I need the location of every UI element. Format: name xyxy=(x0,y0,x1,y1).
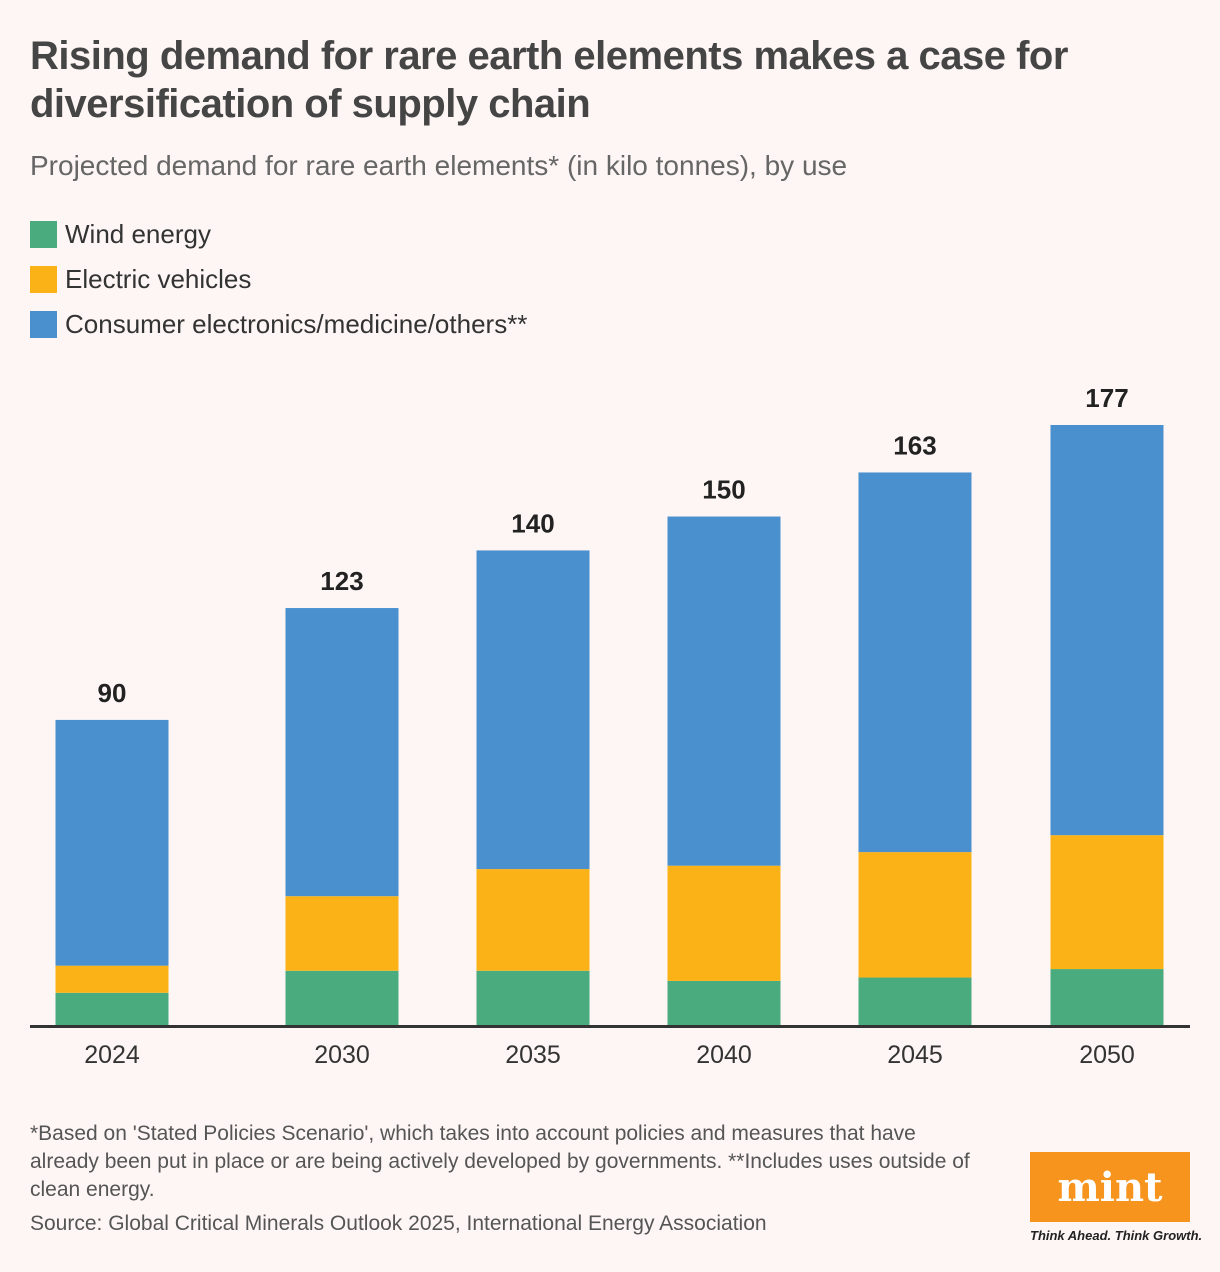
bar-segment-2035-others xyxy=(476,550,590,870)
x-tick-label-2045: 2045 xyxy=(887,1041,943,1069)
total-label-2050: 177 xyxy=(1085,383,1128,413)
legend: Wind energy Electric vehicles Consumer e… xyxy=(30,212,527,347)
x-tick-label-2050: 2050 xyxy=(1079,1041,1135,1069)
legend-swatch-wind xyxy=(30,221,57,248)
legend-label-ev: Electric vehicles xyxy=(65,264,252,294)
legend-label-wind: Wind energy xyxy=(65,219,211,249)
bar-segment-2024-ev xyxy=(55,965,169,993)
legend-item-wind: Wind energy xyxy=(30,212,527,257)
bar-segment-2035-ev xyxy=(476,869,590,971)
chart-subtitle: Projected demand for rare earth elements… xyxy=(30,150,848,181)
bar-segment-2045-wind xyxy=(858,977,972,1025)
bar-segment-2030-others xyxy=(285,608,399,897)
x-tick-label-2024: 2024 xyxy=(84,1041,140,1069)
logo-text: mint xyxy=(1057,1163,1163,1211)
x-tick-label-2035: 2035 xyxy=(505,1041,561,1069)
logo-tagline: Think Ahead. Think Growth. xyxy=(1030,1228,1203,1243)
stacked-bar-chart: 90 2024 123 2030 140 2035 150 2040 163 2045 177 205… xyxy=(30,383,1190,1069)
bar-segment-2050-others xyxy=(1050,425,1164,836)
bar-segment-2040-others xyxy=(667,516,781,866)
bar-segment-2035-wind xyxy=(476,970,590,1025)
bar-segment-2045-ev xyxy=(858,852,972,978)
total-label-2040: 150 xyxy=(702,475,745,505)
bar-segment-2045-others xyxy=(858,472,972,853)
bar-segment-2050-ev xyxy=(1050,835,1164,970)
legend-label-others: Consumer electronics/medicine/others** xyxy=(65,309,528,339)
bar-segment-2040-wind xyxy=(667,980,781,1025)
total-label-2024: 90 xyxy=(98,678,127,708)
total-label-2045: 163 xyxy=(893,430,936,460)
footnote: *Based on 'Stated Policies Scenario', wh… xyxy=(30,1122,970,1201)
bar-segment-2030-wind xyxy=(285,970,399,1025)
chart-title: Rising demand for rare earth elements ma… xyxy=(30,34,1068,126)
mint-logo: mint xyxy=(1030,1152,1190,1222)
total-label-2035: 140 xyxy=(511,508,554,538)
legend-swatch-ev xyxy=(30,266,57,293)
total-label-2030: 123 xyxy=(320,566,363,596)
legend-swatch-others xyxy=(30,311,57,338)
bar-segment-2040-ev xyxy=(667,865,781,981)
x-tick-label-2040: 2040 xyxy=(696,1041,752,1069)
source-note: Source: Global Critical Minerals Outlook… xyxy=(30,1212,767,1235)
bar-segment-2024-others xyxy=(55,719,169,966)
x-tick-label-2030: 2030 xyxy=(314,1041,370,1069)
bar-segment-2050-wind xyxy=(1050,969,1164,1025)
legend-item-ev: Electric vehicles xyxy=(30,257,527,302)
bar-segment-2024-wind xyxy=(55,992,169,1025)
bar-segment-2030-ev xyxy=(285,896,399,971)
legend-item-others: Consumer electronics/medicine/others** xyxy=(30,302,527,347)
